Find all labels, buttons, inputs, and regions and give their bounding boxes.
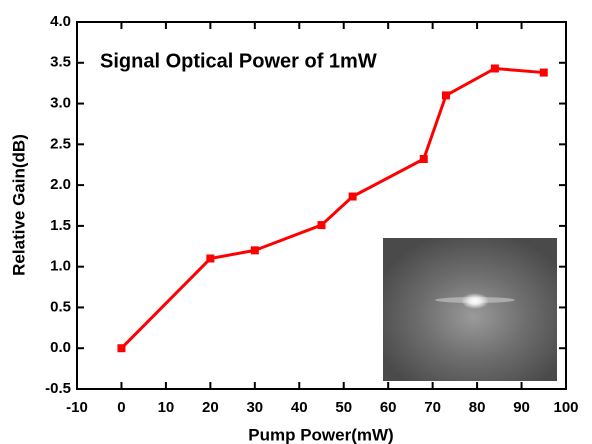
- x-tick-label: -10: [66, 399, 88, 416]
- marker: [317, 221, 326, 230]
- x-tick-label: 80: [469, 399, 486, 416]
- marker: [539, 68, 548, 77]
- y-tick-label: 3.0: [50, 95, 71, 112]
- y-tick-label: 0.5: [50, 298, 71, 315]
- y-tick-label: 0.0: [50, 339, 71, 356]
- x-tick-label: 20: [202, 399, 219, 416]
- x-tick-label: 0: [117, 399, 125, 416]
- y-tick-label: 2.0: [50, 176, 71, 193]
- x-tick-label: 30: [246, 399, 263, 416]
- y-tick-label: 3.5: [50, 54, 71, 71]
- y-tick-label: 2.5: [50, 135, 71, 152]
- marker: [250, 246, 259, 255]
- marker: [206, 254, 215, 263]
- x-tick-label: 50: [335, 399, 352, 416]
- x-tick-label: 90: [513, 399, 530, 416]
- y-axis-label: Relative Gain(dB): [9, 134, 28, 276]
- y-tick-label: -0.5: [45, 380, 71, 397]
- x-tick-label: 70: [424, 399, 441, 416]
- y-tick-label: 4.0: [50, 13, 71, 30]
- x-tick-label: 60: [380, 399, 397, 416]
- inset-image: [383, 238, 557, 381]
- y-tick-label: 1.5: [50, 217, 71, 234]
- marker: [348, 192, 357, 201]
- marker: [441, 91, 450, 100]
- y-tick-label: 1.0: [50, 258, 71, 275]
- plot-frame: [76, 21, 567, 390]
- x-tick-label: 40: [291, 399, 308, 416]
- marker: [419, 155, 428, 164]
- x-axis-label: Pump Power(mW): [248, 425, 393, 444]
- marker: [117, 344, 126, 353]
- x-tick-label: 100: [553, 399, 578, 416]
- marker: [490, 64, 499, 73]
- annotation: Signal Optical Power of 1mW: [100, 50, 377, 72]
- x-tick-label: 10: [158, 399, 175, 416]
